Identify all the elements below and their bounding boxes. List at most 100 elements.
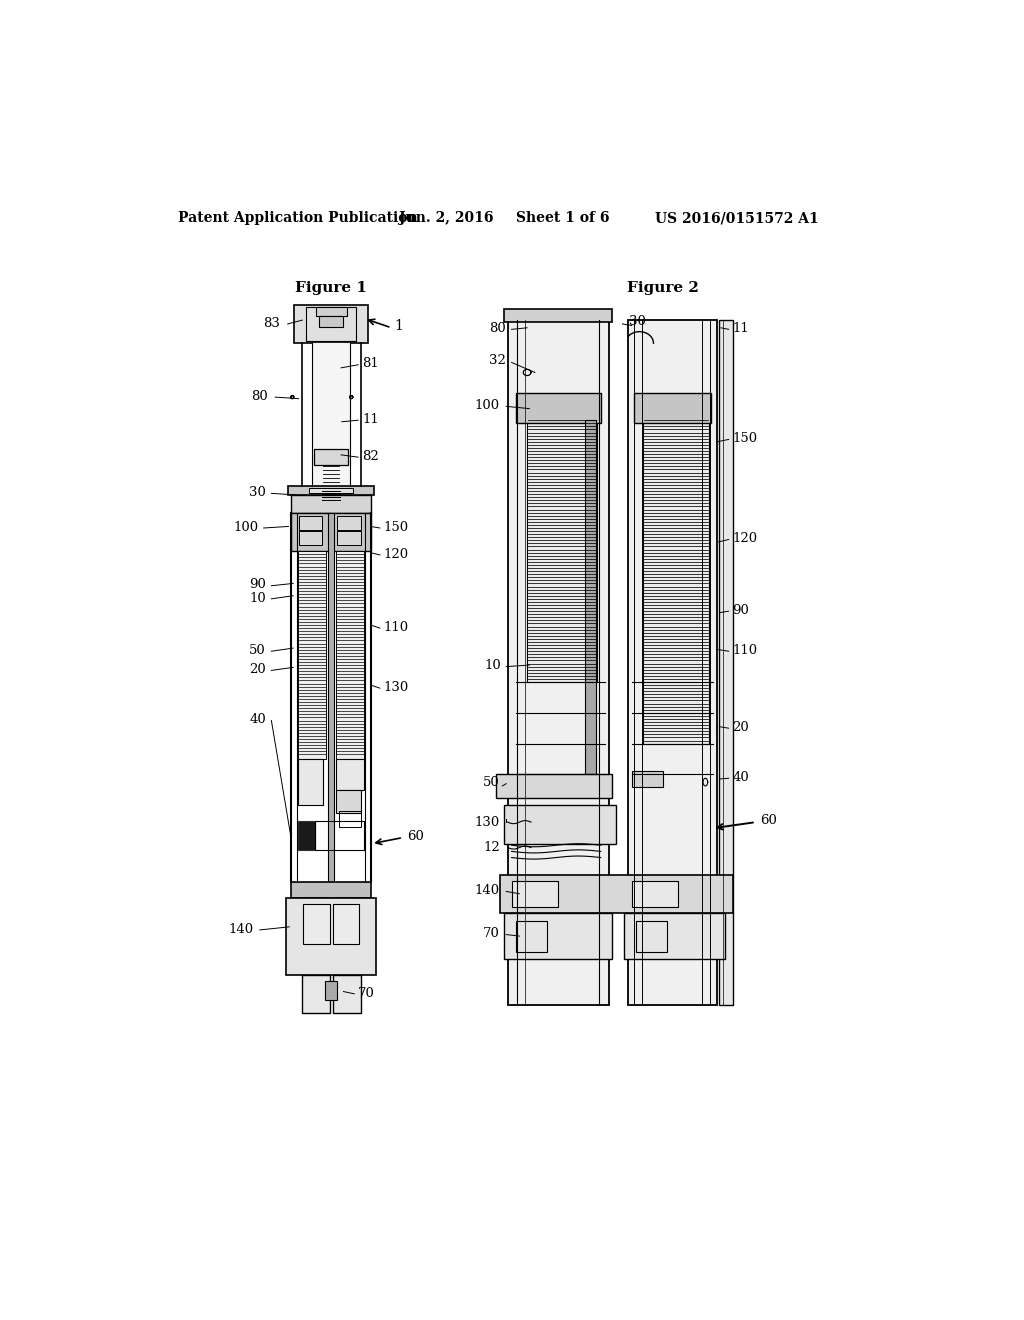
Bar xyxy=(624,913,725,960)
Text: 83: 83 xyxy=(263,317,280,330)
Text: 80: 80 xyxy=(489,322,506,335)
Text: 1: 1 xyxy=(394,319,403,333)
Text: 140: 140 xyxy=(475,884,500,898)
Text: 81: 81 xyxy=(362,356,379,370)
Bar xyxy=(336,552,365,759)
Text: 100: 100 xyxy=(475,399,500,412)
Text: 32: 32 xyxy=(489,354,506,367)
Text: 50: 50 xyxy=(249,644,266,657)
Bar xyxy=(527,420,597,682)
Bar xyxy=(318,317,343,327)
Text: 11: 11 xyxy=(362,413,379,426)
Bar xyxy=(508,321,608,1006)
Text: 90: 90 xyxy=(249,578,266,591)
Bar xyxy=(512,880,558,907)
Bar xyxy=(314,821,365,850)
Bar xyxy=(337,516,360,529)
Bar xyxy=(333,974,360,1014)
Bar xyxy=(315,308,346,317)
Bar xyxy=(632,771,663,788)
Bar xyxy=(336,552,365,759)
Bar xyxy=(291,512,372,552)
Bar xyxy=(500,875,732,913)
Bar xyxy=(325,981,337,1001)
Bar xyxy=(336,789,361,813)
Text: 10: 10 xyxy=(484,659,501,672)
Bar xyxy=(302,974,330,1014)
Text: US 2016/0151572 A1: US 2016/0151572 A1 xyxy=(655,211,819,226)
Text: 70: 70 xyxy=(358,986,375,999)
Text: 11: 11 xyxy=(732,322,750,335)
Bar xyxy=(309,488,352,492)
Bar xyxy=(333,904,359,944)
Bar xyxy=(286,898,376,974)
Text: 82: 82 xyxy=(362,450,379,463)
Text: Sheet 1 of 6: Sheet 1 of 6 xyxy=(515,211,609,226)
Bar xyxy=(719,321,732,1006)
Text: Patent Application Publication: Patent Application Publication xyxy=(178,211,418,226)
Text: 150: 150 xyxy=(732,432,758,445)
Bar xyxy=(496,775,612,797)
Bar xyxy=(337,531,360,545)
Bar xyxy=(339,812,361,826)
Bar xyxy=(291,512,372,552)
Text: 60: 60 xyxy=(407,829,424,842)
Text: 150: 150 xyxy=(384,520,409,533)
Bar xyxy=(298,552,327,759)
Bar xyxy=(306,308,356,341)
Bar xyxy=(328,512,334,882)
Text: 50: 50 xyxy=(483,776,500,789)
Bar xyxy=(643,420,710,743)
Text: 100: 100 xyxy=(233,520,258,533)
Text: 30: 30 xyxy=(249,486,266,499)
Text: 130: 130 xyxy=(475,816,500,829)
Text: 70: 70 xyxy=(483,927,500,940)
Text: 120: 120 xyxy=(384,548,409,561)
Text: 40: 40 xyxy=(732,771,750,784)
Bar xyxy=(500,875,732,913)
Bar xyxy=(632,880,678,907)
Bar xyxy=(632,771,663,788)
Text: 80: 80 xyxy=(252,389,268,403)
Bar xyxy=(333,974,360,1014)
Bar xyxy=(586,420,596,775)
Bar xyxy=(298,759,323,805)
Bar xyxy=(515,393,601,422)
Bar xyxy=(504,805,616,843)
Bar xyxy=(294,305,369,343)
Bar xyxy=(325,981,337,1001)
Bar xyxy=(586,420,596,775)
Text: 90: 90 xyxy=(732,603,750,616)
Bar xyxy=(291,882,372,898)
Bar xyxy=(636,921,667,952)
Bar xyxy=(303,904,330,944)
Bar xyxy=(298,759,323,805)
Text: 20: 20 xyxy=(732,721,750,734)
Bar xyxy=(298,552,327,759)
Bar xyxy=(299,531,322,545)
Text: 120: 120 xyxy=(732,532,758,545)
Bar xyxy=(628,321,717,1006)
Bar xyxy=(624,913,725,960)
Bar xyxy=(504,309,612,322)
Bar xyxy=(315,308,346,317)
Bar xyxy=(336,789,361,813)
Bar xyxy=(628,321,717,1006)
Bar xyxy=(504,309,612,322)
Bar xyxy=(504,913,612,960)
Bar xyxy=(515,393,601,422)
Text: 60: 60 xyxy=(761,814,777,828)
Text: 20: 20 xyxy=(249,663,266,676)
Text: Jun. 2, 2016: Jun. 2, 2016 xyxy=(399,211,494,226)
Bar xyxy=(294,305,369,343)
Bar xyxy=(298,821,314,850)
Bar xyxy=(508,321,608,1006)
Bar xyxy=(504,913,612,960)
Bar xyxy=(288,486,375,495)
Text: 40: 40 xyxy=(249,713,266,726)
Bar xyxy=(288,486,375,495)
Bar xyxy=(312,343,349,486)
Bar xyxy=(291,882,372,898)
Text: 10: 10 xyxy=(249,591,266,605)
Bar xyxy=(318,317,343,327)
